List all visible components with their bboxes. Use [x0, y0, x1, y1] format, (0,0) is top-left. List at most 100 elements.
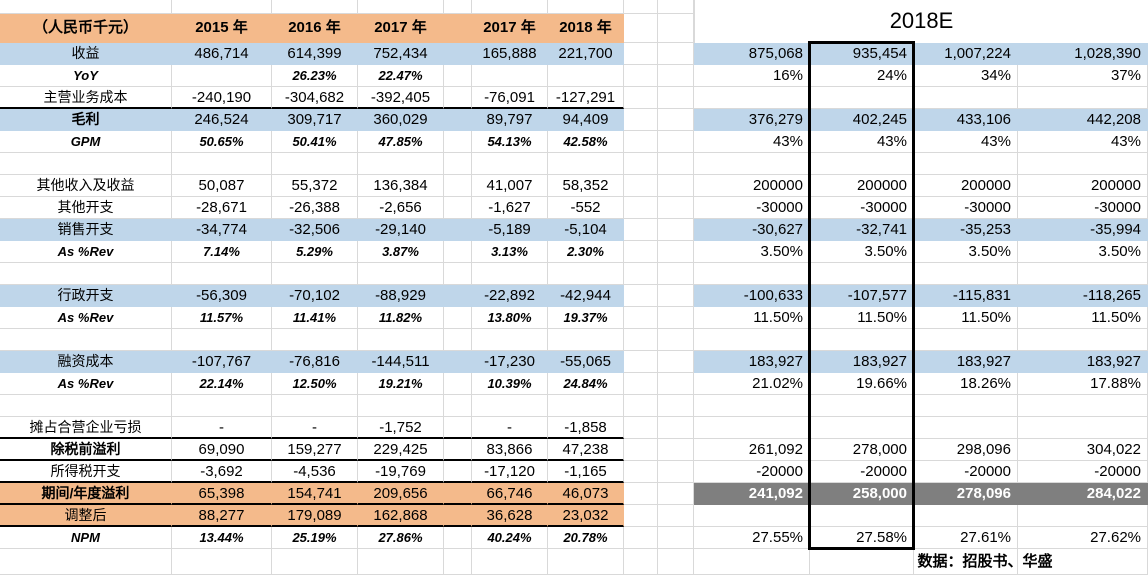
- gap-cell[interactable]: [624, 351, 658, 373]
- value-cell[interactable]: 22.14%: [172, 373, 272, 395]
- forecast-value-cell[interactable]: 27.61%: [914, 527, 1018, 549]
- value-cell[interactable]: 486,714: [172, 43, 272, 65]
- forecast-value-cell[interactable]: 24%: [810, 65, 914, 87]
- empty-cell[interactable]: [658, 549, 694, 575]
- row-label[interactable]: 主营业务成本: [0, 87, 172, 109]
- gap-cell[interactable]: [444, 329, 472, 351]
- value-cell[interactable]: 23,032: [548, 505, 624, 527]
- gap-cell[interactable]: [658, 439, 694, 461]
- gap-cell[interactable]: [658, 483, 694, 505]
- value-cell[interactable]: 209,656: [358, 483, 444, 505]
- gap-cell[interactable]: [658, 395, 694, 417]
- forecast-value-cell[interactable]: 433,106: [914, 109, 1018, 131]
- value-cell[interactable]: -144,511: [358, 351, 444, 373]
- empty-cell[interactable]: [0, 0, 172, 14]
- forecast-value-cell[interactable]: [694, 395, 810, 417]
- forecast-value-cell[interactable]: -118,265: [1018, 285, 1148, 307]
- value-cell[interactable]: [172, 263, 272, 285]
- forecast-value-cell[interactable]: -35,253: [914, 219, 1018, 241]
- value-cell[interactable]: -56,309: [172, 285, 272, 307]
- forecast-value-cell[interactable]: [1018, 505, 1148, 527]
- gap-cell[interactable]: [624, 439, 658, 461]
- value-cell[interactable]: 22.47%: [358, 65, 444, 87]
- value-cell[interactable]: -34,774: [172, 219, 272, 241]
- empty-cell[interactable]: [472, 0, 548, 14]
- value-cell[interactable]: -17,230: [472, 351, 548, 373]
- value-cell[interactable]: [548, 153, 624, 175]
- forecast-value-cell[interactable]: [694, 505, 810, 527]
- value-cell[interactable]: -240,190: [172, 87, 272, 109]
- forecast-value-cell[interactable]: [810, 87, 914, 109]
- forecast-value-cell[interactable]: 11.50%: [694, 307, 810, 329]
- value-cell[interactable]: [172, 329, 272, 351]
- empty-cell[interactable]: [914, 549, 1018, 575]
- forecast-value-cell[interactable]: 200000: [914, 175, 1018, 197]
- gap-cell[interactable]: [658, 219, 694, 241]
- row-label[interactable]: YoY: [0, 65, 172, 87]
- forecast-value-cell[interactable]: [1018, 153, 1148, 175]
- forecast-value-cell[interactable]: 11.50%: [810, 307, 914, 329]
- unit-header-cell[interactable]: （人民币千元）: [0, 14, 172, 43]
- row-label[interactable]: As %Rev: [0, 373, 172, 395]
- forecast-value-cell[interactable]: 261,092: [694, 439, 810, 461]
- gap-cell[interactable]: [444, 417, 472, 439]
- gap-cell[interactable]: [444, 505, 472, 527]
- gap-cell[interactable]: [658, 197, 694, 219]
- forecast-value-cell[interactable]: -20000: [810, 461, 914, 483]
- value-cell[interactable]: [358, 263, 444, 285]
- value-cell[interactable]: [548, 395, 624, 417]
- value-cell[interactable]: -19,769: [358, 461, 444, 483]
- value-cell[interactable]: [472, 263, 548, 285]
- value-cell[interactable]: 42.58%: [548, 131, 624, 153]
- forecast-value-cell[interactable]: 278,096: [914, 483, 1018, 505]
- gap-cell[interactable]: [444, 351, 472, 373]
- gap-cell[interactable]: [658, 109, 694, 131]
- gap-cell[interactable]: [658, 285, 694, 307]
- forecast-value-cell[interactable]: -30000: [914, 197, 1018, 219]
- empty-cell[interactable]: [272, 549, 358, 575]
- value-cell[interactable]: 11.82%: [358, 307, 444, 329]
- forecast-value-cell[interactable]: -20000: [1018, 461, 1148, 483]
- value-cell[interactable]: 10.39%: [472, 373, 548, 395]
- value-cell[interactable]: 13.80%: [472, 307, 548, 329]
- forecast-value-cell[interactable]: [914, 505, 1018, 527]
- forecast-value-cell[interactable]: 27.55%: [694, 527, 810, 549]
- value-cell[interactable]: -1,752: [358, 417, 444, 439]
- gap-cell[interactable]: [658, 373, 694, 395]
- gap-cell[interactable]: [624, 417, 658, 439]
- value-cell[interactable]: -2,656: [358, 197, 444, 219]
- value-cell[interactable]: 40.24%: [472, 527, 548, 549]
- value-cell[interactable]: -: [172, 417, 272, 439]
- value-cell[interactable]: 159,277: [272, 439, 358, 461]
- forecast-value-cell[interactable]: [914, 329, 1018, 351]
- forecast-value-cell[interactable]: [914, 263, 1018, 285]
- empty-cell[interactable]: [624, 549, 658, 575]
- forecast-value-cell[interactable]: [694, 417, 810, 439]
- row-label[interactable]: 收益: [0, 43, 172, 65]
- row-label[interactable]: 融资成本: [0, 351, 172, 373]
- header-gap-cell[interactable]: [444, 14, 472, 43]
- value-cell[interactable]: -1,165: [548, 461, 624, 483]
- forecast-value-cell[interactable]: 43%: [1018, 131, 1148, 153]
- value-cell[interactable]: -107,767: [172, 351, 272, 373]
- value-cell[interactable]: 50,087: [172, 175, 272, 197]
- value-cell[interactable]: 3.87%: [358, 241, 444, 263]
- row-label[interactable]: 摊占合营企业亏损: [0, 417, 172, 439]
- value-cell[interactable]: 246,524: [172, 109, 272, 131]
- forecast-value-cell[interactable]: 21.02%: [694, 373, 810, 395]
- value-cell[interactable]: -22,892: [472, 285, 548, 307]
- empty-cell[interactable]: [358, 549, 444, 575]
- gap-cell[interactable]: [658, 43, 694, 65]
- value-cell[interactable]: 136,384: [358, 175, 444, 197]
- forecast-value-cell[interactable]: 3.50%: [1018, 241, 1148, 263]
- forecast-value-cell[interactable]: 3.50%: [694, 241, 810, 263]
- year-header-cell[interactable]: 2015 年: [172, 14, 272, 43]
- value-cell[interactable]: 154,741: [272, 483, 358, 505]
- value-cell[interactable]: -5,189: [472, 219, 548, 241]
- value-cell[interactable]: -5,104: [548, 219, 624, 241]
- gap-cell[interactable]: [624, 461, 658, 483]
- value-cell[interactable]: -88,929: [358, 285, 444, 307]
- empty-cell[interactable]: [472, 549, 548, 575]
- empty-cell[interactable]: [272, 0, 358, 14]
- forecast-value-cell[interactable]: 16%: [694, 65, 810, 87]
